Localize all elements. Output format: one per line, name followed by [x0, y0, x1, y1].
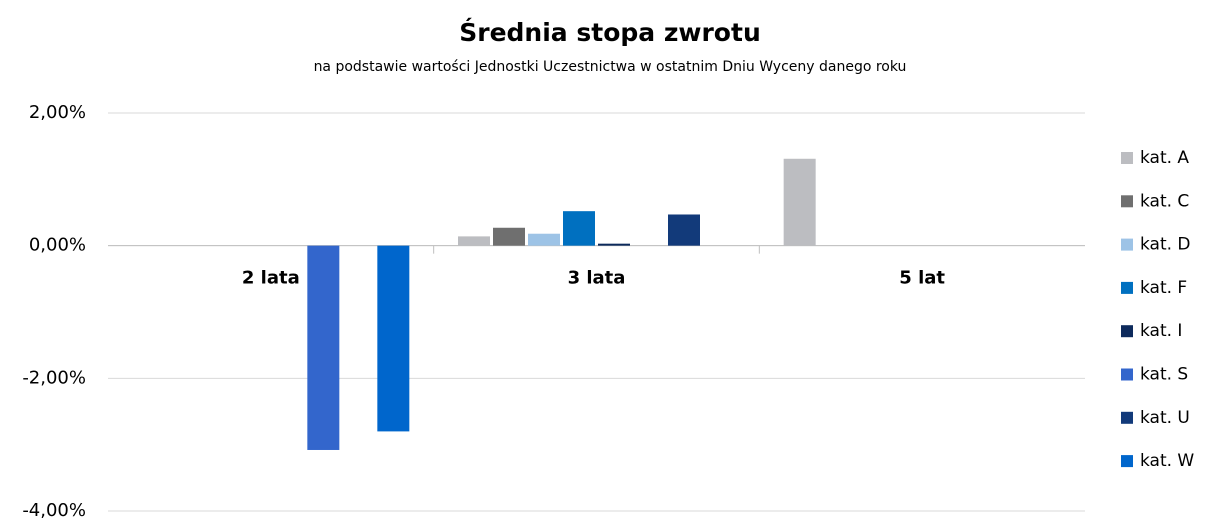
bar [598, 243, 630, 246]
x-tick-label: 3 lata [568, 268, 626, 289]
bar [458, 236, 490, 246]
bar [493, 227, 525, 246]
legend-swatch [1121, 455, 1133, 468]
legend-swatch [1121, 281, 1133, 294]
bar [783, 158, 816, 246]
legend-swatch [1121, 325, 1133, 338]
legend-label: kat. S [1140, 365, 1188, 385]
legend-swatch [1121, 368, 1133, 381]
legend-swatch [1121, 152, 1133, 164]
legend-swatch [1121, 195, 1133, 208]
bar [528, 233, 560, 246]
legend-label: kat. D [1140, 235, 1191, 255]
legend-label: kat. C [1140, 191, 1189, 211]
y-tick-label: 0,00% [29, 235, 86, 256]
legend-label: kat. A [1140, 148, 1189, 168]
chart-subtitle: na podstawie wartości Jednostki Uczestni… [314, 59, 907, 75]
x-tick-label: 5 lat [899, 268, 945, 289]
x-tick-label: 2 lata [242, 268, 300, 289]
bar [563, 211, 595, 246]
legend-swatch [1121, 238, 1133, 251]
legend-swatch [1121, 411, 1133, 424]
legend-label: kat. W [1140, 451, 1194, 471]
legend-label: kat. I [1140, 321, 1182, 341]
chart-title: Średnia stopa zwrotu [459, 17, 761, 47]
y-tick-label: -2,00% [22, 367, 86, 388]
bar [668, 214, 700, 246]
y-tick-label: -4,00% [22, 500, 86, 521]
bar [307, 245, 340, 450]
legend-label: kat. U [1140, 408, 1190, 428]
bar [377, 245, 410, 432]
legend-label: kat. F [1140, 278, 1187, 298]
y-tick-label: 2,00% [29, 102, 86, 123]
